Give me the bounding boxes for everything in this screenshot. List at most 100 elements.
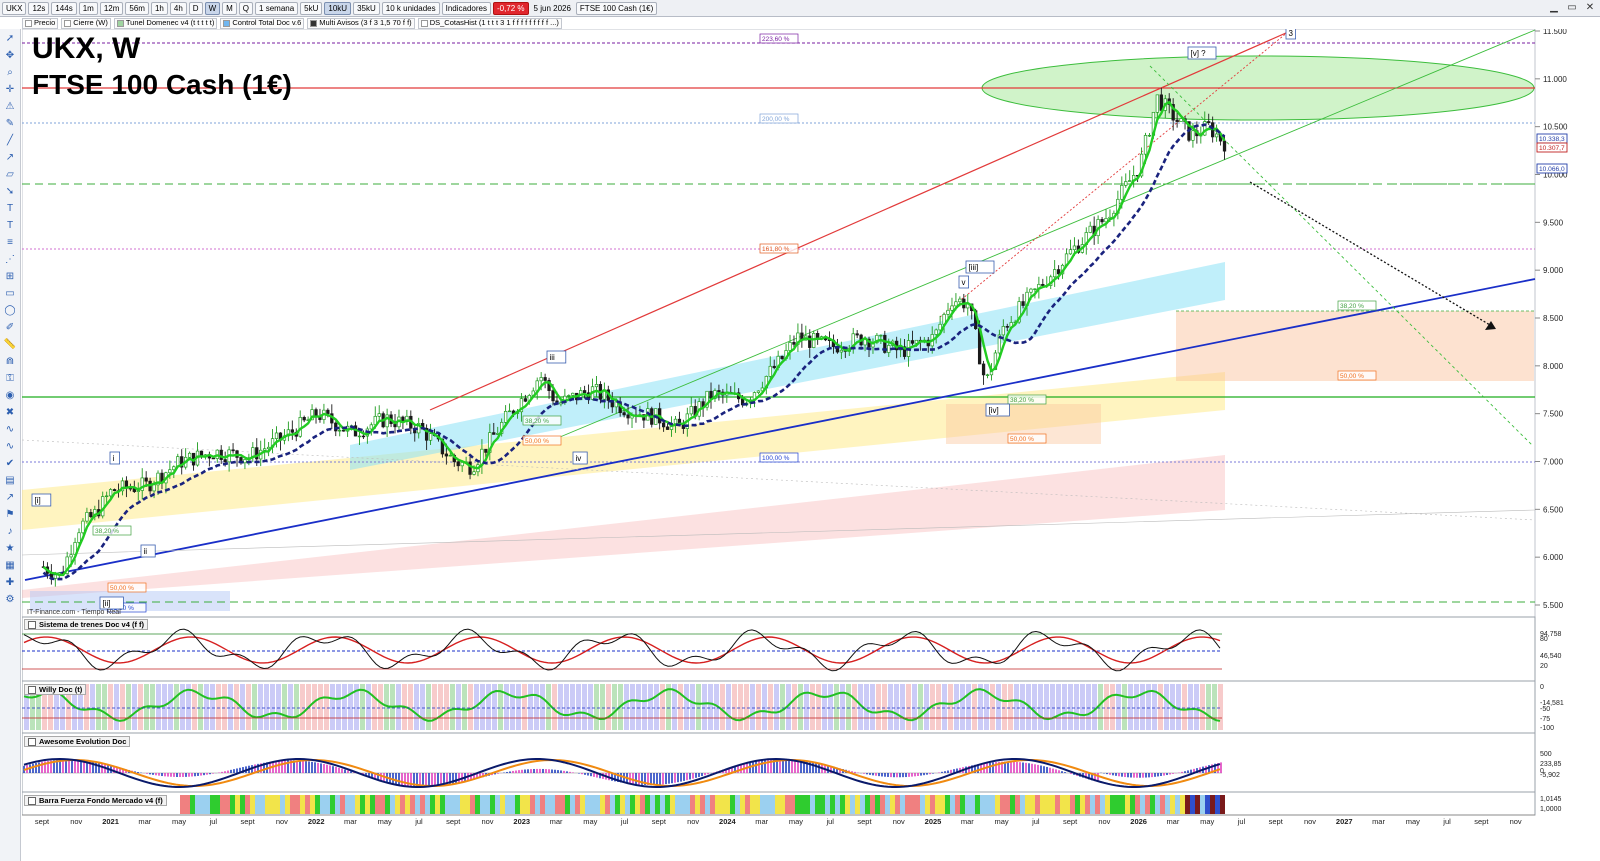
- timeframe-1h[interactable]: 1h: [150, 1, 168, 15]
- timeframe-w[interactable]: W: [204, 1, 221, 15]
- candle-body: [219, 449, 223, 460]
- trend-icon[interactable]: ↗: [5, 492, 15, 503]
- strength-bar: [475, 795, 480, 814]
- flag-icon[interactable]: ⚑: [5, 509, 15, 520]
- magnet-icon[interactable]: ⋒: [5, 356, 15, 367]
- strength-bar: [495, 795, 500, 814]
- label-icon[interactable]: T: [6, 220, 14, 231]
- timeframe-d[interactable]: D: [188, 1, 203, 15]
- candle-body: [1171, 104, 1175, 121]
- settings-icon[interactable]: ⚙: [5, 594, 15, 605]
- indicators-button[interactable]: Indicadores: [441, 1, 491, 15]
- cursor-icon[interactable]: ➚: [5, 33, 15, 44]
- willy-bar: [498, 684, 503, 730]
- grid-icon[interactable]: ▦: [5, 560, 15, 571]
- close-icon[interactable]: ✕: [1585, 2, 1595, 13]
- timeframe-4h[interactable]: 4h: [169, 1, 187, 15]
- unit-10ku[interactable]: 10kU: [324, 1, 352, 15]
- zoom-icon[interactable]: ⌕: [7, 67, 13, 78]
- timeframe-56m[interactable]: 56m: [125, 1, 149, 15]
- strength-bar: [710, 795, 715, 814]
- panel-title-trenes[interactable]: Sistema de trenes Doc v4 (f f): [24, 619, 149, 630]
- strength-bar: [1205, 795, 1210, 814]
- strength-bar: [200, 795, 205, 814]
- strength-bar: [220, 795, 225, 814]
- pencil-icon[interactable]: ✎: [5, 118, 15, 129]
- measure-icon[interactable]: ⊞: [5, 271, 15, 282]
- willy-bar: [762, 684, 767, 730]
- units-select[interactable]: 10 k unidades: [381, 1, 440, 15]
- strength-bar: [605, 795, 610, 814]
- strength-bar: [890, 795, 895, 814]
- legend-item[interactable]: Precio: [22, 17, 59, 29]
- layers-icon[interactable]: ▤: [5, 475, 15, 486]
- brush-icon[interactable]: ✐: [5, 322, 15, 333]
- wave-icon[interactable]: ∿: [5, 424, 15, 435]
- legend-item[interactable]: Cierre (W): [61, 17, 111, 29]
- fib-icon[interactable]: ≡: [7, 237, 13, 248]
- strength-bar: [210, 795, 215, 814]
- timeframe-144s[interactable]: 144s: [51, 1, 77, 15]
- unit-35ku[interactable]: 35kU: [353, 1, 380, 15]
- arrow-icon[interactable]: ➘: [5, 186, 15, 197]
- pan-icon[interactable]: ✥: [5, 50, 15, 61]
- timeframe-q[interactable]: Q: [238, 1, 254, 15]
- channel-icon[interactable]: ▱: [6, 169, 14, 180]
- legend-item[interactable]: Tunel Domenec v4 (t t t t t): [113, 17, 218, 29]
- willy-bar: [174, 684, 179, 730]
- willy-bar: [936, 684, 941, 730]
- timeframe-m[interactable]: M: [222, 1, 237, 15]
- panel-title-awesome[interactable]: Awesome Evolution Doc: [24, 736, 131, 747]
- maximize-icon[interactable]: ▭: [1567, 2, 1577, 13]
- period-select[interactable]: 1 semana: [255, 1, 299, 15]
- strength-bar: [315, 795, 320, 814]
- ray-icon[interactable]: ↗: [5, 152, 15, 163]
- panel-settings-icon[interactable]: [28, 620, 36, 629]
- panel-title-willy[interactable]: Willy Doc (t): [24, 684, 87, 695]
- fib-fan-icon[interactable]: ⋰: [5, 254, 15, 265]
- price-chart[interactable]: 11.500 11.000 10.500 10.000 9.500 9.000 8.500 8…: [22, 29, 1600, 861]
- panel-settings-icon[interactable]: [28, 685, 36, 694]
- panel-axis-label: 46,540: [1540, 653, 1562, 660]
- legend-item[interactable]: DS_CotasHist (1 t t t 3 1 f f f f f f f …: [417, 17, 562, 29]
- rect-icon[interactable]: ▭: [5, 288, 15, 299]
- panel-settings-icon[interactable]: [28, 796, 36, 805]
- strength-bar: [770, 795, 775, 814]
- elliott-icon[interactable]: ∿: [5, 441, 15, 452]
- willy-bar: [408, 684, 413, 730]
- ruler-icon[interactable]: 📏: [3, 339, 17, 350]
- panel-settings-icon[interactable]: [28, 737, 36, 746]
- lock-icon[interactable]: ⚿: [6, 373, 14, 384]
- unit-5ku[interactable]: 5kU: [300, 1, 323, 15]
- bell-icon[interactable]: ♪: [7, 526, 13, 537]
- candle-body: [717, 390, 721, 393]
- line-icon[interactable]: ╱: [6, 135, 14, 146]
- legend-item[interactable]: Multi Avisos (3 f 3 1,5 70 f f): [307, 17, 415, 29]
- symbol-select[interactable]: UKX: [2, 1, 27, 15]
- star-icon[interactable]: ★: [5, 543, 15, 554]
- strength-bar: [365, 795, 370, 814]
- timeframe-12m[interactable]: 12m: [99, 1, 124, 15]
- minimize-icon[interactable]: ▁: [1550, 2, 1558, 13]
- elliott-wave-label: iii: [550, 353, 556, 362]
- alert-icon[interactable]: ⚠: [5, 101, 15, 112]
- legend-item[interactable]: Control Total Doc v.6: [220, 17, 305, 29]
- plus-icon[interactable]: ✚: [5, 577, 15, 588]
- crosshair-icon[interactable]: ✛: [5, 84, 15, 95]
- panel-title-barra[interactable]: Barra Fuerza Fondo Mercado v4 (f): [24, 795, 167, 806]
- text-icon[interactable]: T: [6, 203, 14, 214]
- eye-icon[interactable]: ◉: [5, 390, 15, 401]
- check-icon[interactable]: ✔: [5, 458, 15, 469]
- strength-bar: [1105, 795, 1110, 814]
- indicator-panel-frame: [22, 616, 1536, 682]
- timeframe-12s[interactable]: 12s: [28, 1, 50, 15]
- candle-body: [274, 432, 279, 439]
- strength-bar: [430, 795, 435, 814]
- trash-icon[interactable]: ✖: [5, 407, 15, 418]
- strength-bar: [390, 795, 395, 814]
- strength-bar: [560, 795, 565, 814]
- willy-bar: [792, 684, 797, 730]
- timeframe-1m[interactable]: 1m: [78, 1, 98, 15]
- fib-label: 38,20 %: [1010, 397, 1034, 404]
- ellipse-icon[interactable]: ◯: [4, 305, 16, 316]
